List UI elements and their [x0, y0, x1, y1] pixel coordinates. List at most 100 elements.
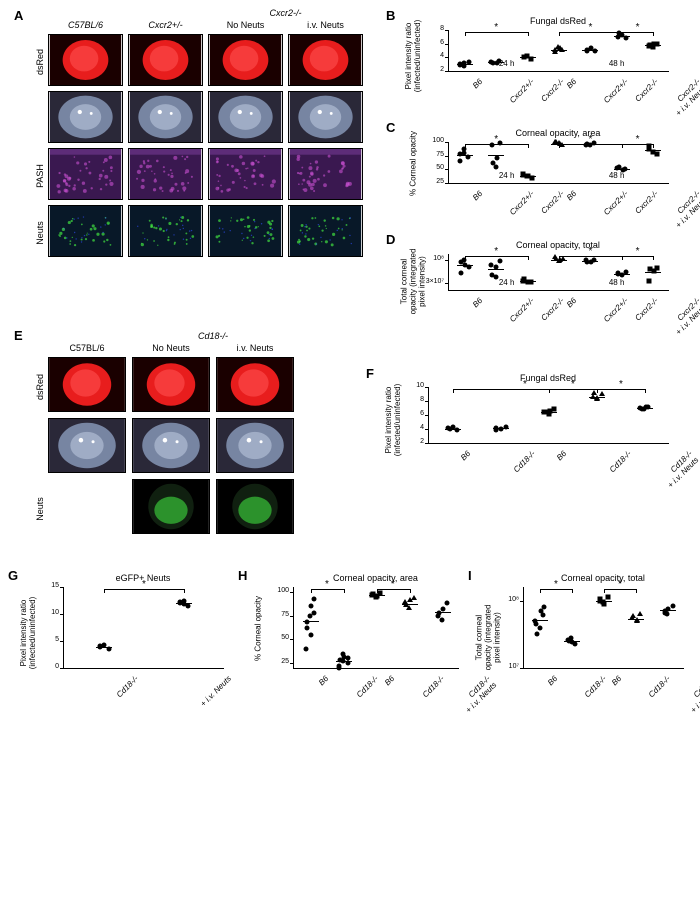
- sig-star: *: [588, 246, 592, 257]
- sig-star: *: [636, 246, 640, 257]
- data-point: [655, 152, 660, 157]
- micro-dsred: [128, 34, 203, 86]
- micro-dsred: [48, 357, 126, 412]
- sig-star: *: [494, 134, 498, 145]
- data-point: [534, 632, 539, 637]
- data-point: [654, 265, 659, 270]
- chart-H-xlabel: Cd18-/-: [420, 674, 445, 699]
- chart-D: Corneal opacity, total***Total cornealop…: [403, 240, 673, 335]
- chart-C-ytick: 50: [418, 164, 444, 171]
- chart-H: Corneal opacity, area**% Corneal opacity…: [248, 573, 463, 713]
- chart-F-plot: ***: [428, 387, 669, 444]
- chart-F-xlabel: B6: [459, 449, 472, 462]
- chart-H-xlabel: Cd18-/-: [354, 674, 379, 699]
- chart-I-xlabel: B6: [610, 674, 623, 687]
- chart-D-xlabel: Cxcr2+/-: [508, 296, 536, 324]
- chart-B-xlabel: Cxcr2+/-: [602, 77, 630, 105]
- micro-dsred: [216, 357, 294, 412]
- chart-G-ylabel: Pixel intensity ratio(infected/uninfecte…: [19, 593, 37, 673]
- data-point: [498, 259, 503, 264]
- panelE-col-1: No Neuts: [132, 343, 210, 353]
- sig-star: *: [554, 579, 558, 590]
- chart-B-plot: ***: [448, 30, 669, 72]
- chart-D-timelabel: 48 h: [609, 278, 625, 287]
- sig-star: *: [494, 246, 498, 257]
- data-point: [542, 605, 547, 610]
- micro-neuts: [128, 205, 203, 257]
- chart-D-timelabel: 24 h: [499, 278, 515, 287]
- chart-I-ytick: 10⁸: [493, 596, 519, 603]
- data-point: [444, 601, 449, 606]
- chart-C-timelabel: 24 h: [499, 171, 515, 180]
- data-point: [490, 273, 495, 278]
- sig-star: *: [618, 579, 622, 590]
- data-point: [308, 632, 313, 637]
- chart-D-xlabel: B6: [565, 296, 578, 309]
- sig-star: *: [391, 579, 395, 590]
- panel-label-G: G: [8, 568, 18, 583]
- sig-star: *: [588, 22, 592, 33]
- chart-C-xlabel: Cxcr2-/-+ i.v. Neuts: [668, 189, 700, 230]
- chart-C-xlabel: B6: [565, 189, 578, 202]
- micro-eye: [132, 418, 210, 473]
- data-point: [601, 601, 606, 606]
- chart-B-xlabel: Cxcr2-/-: [633, 77, 659, 103]
- micro-eye: [208, 91, 283, 143]
- chart-I-ytick: 10⁷: [493, 663, 519, 670]
- panelA-col-0: C57BL/6: [48, 20, 123, 30]
- chart-C-ytick: 75: [418, 151, 444, 158]
- panelA-row-0: dsRed: [35, 42, 45, 82]
- chart-C-plot: ***: [448, 142, 669, 184]
- chart-B-xlabel: B6: [471, 77, 484, 90]
- chart-C: Corneal opacity, area***% Corneal opacit…: [403, 128, 673, 228]
- micro-pash: [208, 148, 283, 200]
- chart-C-ytick: 25: [418, 178, 444, 185]
- chart-C-ytick: 100: [418, 137, 444, 144]
- chart-D-xlabel: Cxcr2-/-: [633, 296, 659, 322]
- chart-B-ytick: 2: [418, 66, 444, 73]
- micro-dsred: [208, 34, 283, 86]
- panelA-col-3: i.v. Neuts: [288, 20, 363, 30]
- chart-D-xlabel: Cxcr2-/-+ i.v. Neuts: [668, 296, 700, 337]
- micro-eye: [216, 418, 294, 473]
- chart-F-ytick: 10: [398, 382, 424, 389]
- micro-dsred: [132, 357, 210, 412]
- panelA-row-2: PASH: [35, 156, 45, 196]
- chart-F-ytick: 8: [398, 396, 424, 403]
- chart-C-ylabel: % Corneal opacity: [409, 123, 418, 203]
- panelE-row-2: Neuts: [35, 489, 45, 529]
- chart-H-ytick: 25: [263, 658, 289, 665]
- chart-I-xlabel: Cd18-/-+ i.v. Neuts: [683, 674, 700, 715]
- chart-F-title: Fungal dsRed: [428, 373, 668, 383]
- data-point: [439, 618, 444, 623]
- chart-B-timelabel: 48 h: [609, 59, 625, 68]
- panelA-col-2: No Neuts: [208, 20, 283, 30]
- data-point: [340, 651, 345, 656]
- chart-I-xlabel: B6: [546, 674, 559, 687]
- chart-C-xlabel: Cxcr2+/-: [602, 189, 630, 217]
- chart-H-ylabel: % Corneal opacity: [254, 588, 263, 668]
- data-point: [440, 606, 445, 611]
- data-point: [304, 646, 309, 651]
- chart-I-xlabel: Cd18-/-: [647, 674, 672, 699]
- chart-C-xlabel: Cxcr2-/-: [539, 189, 565, 215]
- panel-label-C: C: [386, 120, 395, 135]
- panelA-col-1: Cxcr2+/-: [128, 20, 203, 30]
- micro-neuts: [288, 205, 363, 257]
- data-point: [312, 597, 317, 602]
- chart-G-ytick: 10: [33, 609, 59, 616]
- panel-label-H: H: [238, 568, 247, 583]
- micro-neuts-green: [216, 479, 294, 534]
- chart-G-xlabel: Cd18-/-: [115, 674, 140, 699]
- sig-star: *: [636, 134, 640, 145]
- data-point: [670, 603, 675, 608]
- chart-B-ytick: 4: [418, 52, 444, 59]
- data-point: [458, 159, 463, 164]
- data-point: [637, 611, 643, 616]
- sig-star: *: [494, 22, 498, 33]
- chart-H-xlabel: B6: [382, 674, 395, 687]
- micro-eye: [48, 418, 126, 473]
- data-point: [308, 613, 313, 618]
- chart-G-ytick: 0: [33, 663, 59, 670]
- data-point: [541, 613, 546, 618]
